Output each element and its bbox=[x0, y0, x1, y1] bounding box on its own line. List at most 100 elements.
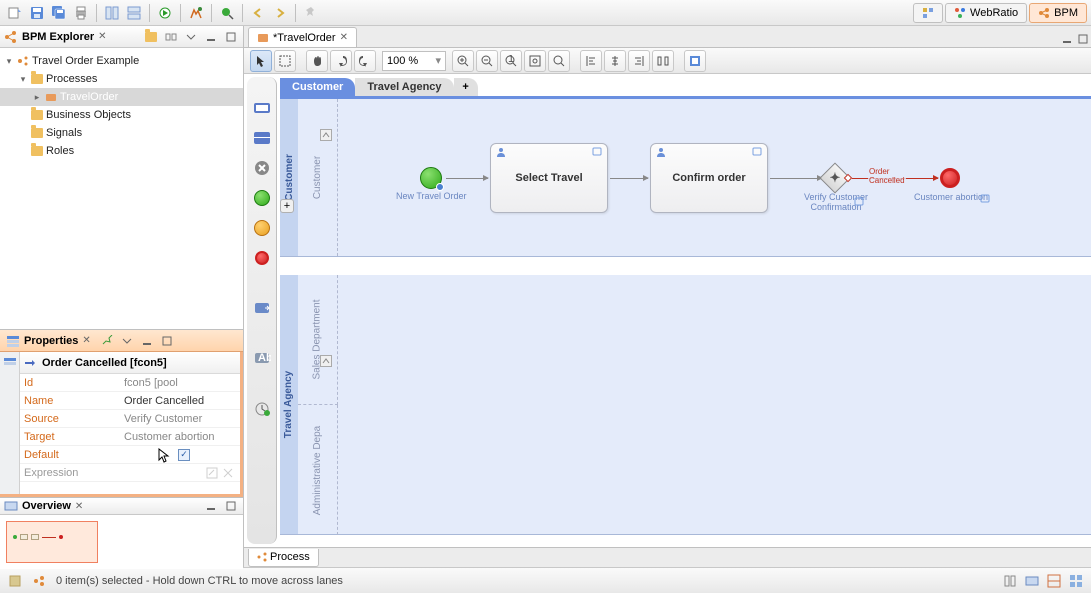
editor-tab-travelorder[interactable]: *TravelOrder ✕ bbox=[248, 27, 357, 47]
collapse-all-button[interactable] bbox=[143, 29, 159, 45]
palette-close-button[interactable] bbox=[251, 157, 273, 179]
status-action-d[interactable] bbox=[1069, 574, 1083, 588]
pool-tab-travel-agency[interactable]: Travel Agency bbox=[355, 78, 453, 96]
export-image-button[interactable] bbox=[684, 50, 706, 72]
new-dropdown-button[interactable] bbox=[5, 3, 25, 23]
prop-val-name[interactable]: Order Cancelled bbox=[120, 392, 240, 409]
overview-close-icon[interactable]: ✕ bbox=[75, 501, 83, 512]
perspective-webratio[interactable]: WebRatio bbox=[945, 3, 1027, 23]
lane-travel-agency[interactable]: Travel Agency Sales Department Administr… bbox=[280, 275, 1091, 535]
palette-end-event-button[interactable] bbox=[251, 247, 273, 269]
run-button[interactable] bbox=[155, 3, 175, 23]
redo-button[interactable] bbox=[354, 50, 376, 72]
overview-max-button[interactable] bbox=[223, 498, 239, 514]
zoom-combo[interactable]: 100 %▾ bbox=[382, 51, 446, 71]
flow-start-select[interactable] bbox=[446, 178, 488, 179]
distribute-button[interactable] bbox=[652, 50, 674, 72]
twisty-icon[interactable]: ▾ bbox=[18, 74, 28, 85]
link-editor-button[interactable] bbox=[163, 29, 179, 45]
editor-tab-close-icon[interactable]: ✕ bbox=[340, 32, 348, 43]
edit-expression-icon[interactable] bbox=[206, 467, 218, 479]
bpmn-canvas[interactable]: Customer Travel Agency + Customer Custom… bbox=[280, 74, 1091, 547]
add-lane-button[interactable]: + bbox=[280, 199, 294, 213]
layout-a-button[interactable] bbox=[102, 3, 122, 23]
sublane-header-sales[interactable]: Sales Department bbox=[298, 275, 338, 405]
bottom-tab-process[interactable]: Process bbox=[248, 549, 319, 567]
gateway-verify[interactable]: ✦ Verify Customer Confirmation bbox=[824, 167, 846, 189]
pan-tool-button[interactable] bbox=[306, 50, 328, 72]
palette-lane-button[interactable] bbox=[251, 127, 273, 149]
palette-task-button[interactable] bbox=[251, 297, 273, 319]
palette-timer-button[interactable] bbox=[251, 397, 273, 419]
task-select-travel[interactable]: Select Travel bbox=[490, 143, 608, 213]
clear-expression-icon[interactable] bbox=[222, 467, 234, 479]
save-all-button[interactable] bbox=[49, 3, 69, 23]
properties-menu-button[interactable] bbox=[119, 333, 135, 349]
undo-button[interactable] bbox=[330, 50, 352, 72]
align-left-button[interactable] bbox=[580, 50, 602, 72]
editor-max-button[interactable] bbox=[1075, 31, 1091, 47]
default-checkbox[interactable]: ✓ bbox=[178, 449, 190, 461]
nav-fwd-button[interactable] bbox=[270, 3, 290, 23]
palette-start-event-button[interactable] bbox=[251, 187, 273, 209]
tree-roles[interactable]: Roles bbox=[0, 142, 243, 160]
lane-customer[interactable]: Customer Customer New Travel Order bbox=[280, 99, 1091, 257]
marquee-tool-button[interactable] bbox=[274, 50, 296, 72]
tree-processes[interactable]: ▾ Processes bbox=[0, 70, 243, 88]
properties-close-icon[interactable]: ✕ bbox=[82, 335, 90, 346]
tree-signals[interactable]: Signals bbox=[0, 124, 243, 142]
prop-val-id[interactable]: fcon5 [pool bbox=[120, 374, 240, 391]
zoom-width-button[interactable] bbox=[548, 50, 570, 72]
prop-val-default[interactable]: ✓ bbox=[120, 446, 240, 463]
print-button[interactable] bbox=[71, 3, 91, 23]
zoom-100-button[interactable]: 1 bbox=[500, 50, 522, 72]
nav-back-button[interactable] bbox=[248, 3, 268, 23]
zoom-out-button[interactable] bbox=[476, 50, 498, 72]
zoom-fit-button[interactable] bbox=[524, 50, 546, 72]
pin-button[interactable] bbox=[301, 3, 321, 23]
tree-travel-order[interactable]: ▸ TravelOrder bbox=[0, 88, 243, 106]
prop-val-target[interactable]: Customer abortion bbox=[120, 428, 240, 445]
palette-text-button[interactable]: Ab bbox=[251, 347, 273, 369]
select-tool-button[interactable] bbox=[250, 50, 272, 72]
pool-tab-add[interactable]: + bbox=[454, 78, 478, 96]
explorer-close-icon[interactable]: ✕ bbox=[98, 31, 106, 42]
sublane-header-customer[interactable]: Customer bbox=[298, 99, 338, 256]
flow-confirm-gateway[interactable] bbox=[770, 178, 822, 179]
lane-resize-handle[interactable] bbox=[320, 355, 332, 367]
tree-business-objects[interactable]: Business Objects bbox=[0, 106, 243, 124]
properties-max-button[interactable] bbox=[159, 333, 175, 349]
open-perspective-button[interactable] bbox=[913, 3, 943, 23]
prop-val-expression[interactable] bbox=[120, 464, 240, 481]
palette-pool-button[interactable] bbox=[251, 97, 273, 119]
align-center-button[interactable] bbox=[604, 50, 626, 72]
sublane-header-admin[interactable]: Administrative Depa bbox=[298, 405, 338, 535]
twisty-icon[interactable]: ▾ bbox=[4, 56, 14, 67]
maximize-button[interactable] bbox=[223, 29, 239, 45]
overview-thumbnail[interactable] bbox=[6, 521, 98, 563]
status-action-c[interactable] bbox=[1047, 574, 1061, 588]
save-button[interactable] bbox=[27, 3, 47, 23]
tree-project-root[interactable]: ▾ Travel Order Example bbox=[0, 52, 243, 70]
properties-pin-button[interactable] bbox=[99, 333, 115, 349]
view-menu-button[interactable] bbox=[183, 29, 199, 45]
properties-category-bar[interactable] bbox=[0, 352, 20, 494]
minimize-button[interactable] bbox=[203, 29, 219, 45]
zoom-in-button[interactable] bbox=[452, 50, 474, 72]
prop-val-source[interactable]: Verify Customer bbox=[120, 410, 240, 427]
generate-button[interactable] bbox=[217, 3, 237, 23]
twisty-icon[interactable]: ▸ bbox=[32, 92, 42, 103]
align-right-button[interactable] bbox=[628, 50, 650, 72]
lane-header-customer[interactable]: Customer bbox=[280, 99, 298, 256]
editor-min-button[interactable] bbox=[1059, 31, 1075, 47]
explorer-tree[interactable]: ▾ Travel Order Example ▾ Processes ▸ Tra… bbox=[0, 48, 243, 329]
lane-header-travel-agency[interactable]: Travel Agency bbox=[280, 275, 298, 534]
perspective-bpm[interactable]: BPM bbox=[1029, 3, 1087, 23]
properties-min-button[interactable] bbox=[139, 333, 155, 349]
end-event-node[interactable]: Customer abortion bbox=[940, 168, 960, 188]
find-problems-button[interactable] bbox=[186, 3, 206, 23]
task-confirm-order[interactable]: Confirm order bbox=[650, 143, 768, 213]
flow-select-confirm[interactable] bbox=[610, 178, 648, 179]
lane-resize-handle[interactable] bbox=[320, 129, 332, 141]
status-action-a[interactable] bbox=[1003, 574, 1017, 588]
